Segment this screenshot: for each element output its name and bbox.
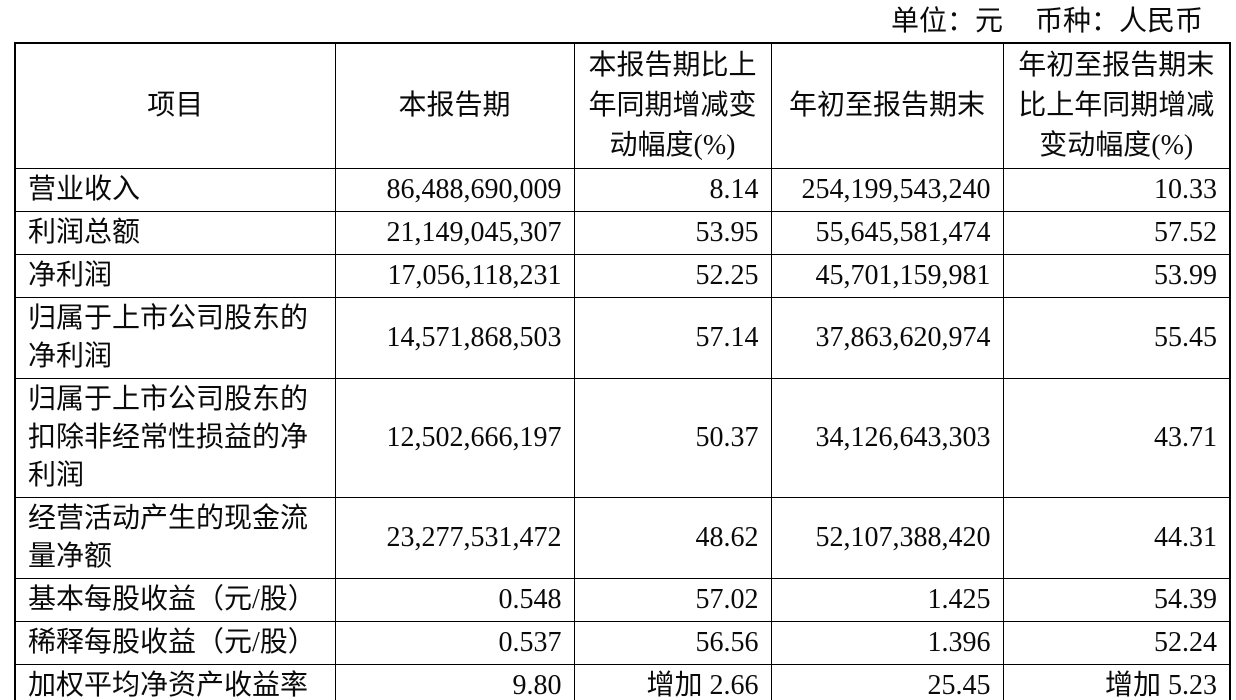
table-row: 营业收入 86,488,690,009 8.14 254,199,543,240… (14, 168, 1231, 212)
cell-current-period: 23,277,531,472 (334, 497, 575, 579)
table-row: 基本每股收益（元/股） 0.548 57.02 1.425 54.39 (14, 578, 1231, 622)
cell-current-period-change: 56.56 (573, 621, 772, 665)
table-row: 加权平均净资产收益率 9.80 增加 2.66 25.45 增加 5.23 (14, 664, 1231, 700)
financial-summary-table: 项目 本报告期 本报告期比上 年同期增减变 动幅度(%) 年初至报告期末 年初至… (14, 42, 1231, 700)
table-row: 归属于上市公司股东的净利润 14,571,868,503 57.14 37,86… (14, 297, 1231, 379)
cell-ytd: 1.396 (770, 621, 1004, 665)
cell-item: 营业收入 (14, 168, 336, 212)
cell-item: 经营活动产生的现金流量净额 (14, 497, 336, 579)
cell-item: 净利润 (14, 254, 336, 298)
cell-current-period-change: 57.14 (573, 297, 772, 379)
cell-ytd-change: 44.31 (1002, 497, 1231, 579)
cell-ytd-change: 55.45 (1002, 297, 1231, 379)
cell-current-period: 12,502,666,197 (334, 378, 575, 498)
currency-label: 币种：人民币 (1034, 6, 1203, 37)
cell-current-period-change: 48.62 (573, 497, 772, 579)
cell-ytd: 25.45 (770, 664, 1004, 700)
table-row: 稀释每股收益（元/股） 0.537 56.56 1.396 52.24 (14, 621, 1231, 665)
cell-ytd-change: 54.39 (1002, 578, 1231, 622)
cell-current-period-change: 57.02 (573, 578, 772, 622)
cell-ytd-change: 增加 5.23 (1002, 664, 1231, 700)
cell-item: 归属于上市公司股东的净利润 (14, 297, 336, 379)
col-header-ytd: 年初至报告期末 (770, 42, 1004, 169)
cell-ytd: 1.425 (770, 578, 1004, 622)
cell-current-period-change: 52.25 (573, 254, 772, 298)
col-header-current-period-change: 本报告期比上 年同期增减变 动幅度(%) (573, 42, 772, 169)
header-row: 项目 本报告期 本报告期比上 年同期增减变 动幅度(%) 年初至报告期末 年初至… (14, 42, 1231, 169)
cell-current-period-change: 8.14 (573, 168, 772, 212)
cell-current-period: 0.548 (334, 578, 575, 622)
cell-item: 利润总额 (14, 211, 336, 255)
cell-ytd: 52,107,388,420 (770, 497, 1004, 579)
col-header-current-period: 本报告期 (334, 42, 575, 169)
cell-current-period: 86,488,690,009 (334, 168, 575, 212)
cell-item: 基本每股收益（元/股） (14, 578, 336, 622)
cell-ytd-change: 57.52 (1002, 211, 1231, 255)
cell-current-period: 0.537 (334, 621, 575, 665)
cell-ytd-change: 10.33 (1002, 168, 1231, 212)
unit-label: 单位：元 (890, 6, 1003, 37)
cell-current-period: 17,056,118,231 (334, 254, 575, 298)
table-row: 利润总额 21,149,045,307 53.95 55,645,581,474… (14, 211, 1231, 255)
cell-current-period-change: 53.95 (573, 211, 772, 255)
cell-ytd-change: 43.71 (1002, 378, 1231, 498)
cell-ytd: 55,645,581,474 (770, 211, 1004, 255)
cell-ytd: 45,701,159,981 (770, 254, 1004, 298)
cell-ytd: 254,199,543,240 (770, 168, 1004, 212)
col-header-ytd-change: 年初至报告期末 比上年同期增减 变动幅度(%) (1002, 42, 1231, 169)
table-meta-line: 单位：元 币种：人民币 (14, 6, 1229, 38)
cell-ytd: 37,863,620,974 (770, 297, 1004, 379)
cell-item: 稀释每股收益（元/股） (14, 621, 336, 665)
cell-item: 归属于上市公司股东的扣除非经常性损益的净利润 (14, 378, 336, 498)
table-row: 经营活动产生的现金流量净额 23,277,531,472 48.62 52,10… (14, 497, 1231, 579)
cell-ytd-change: 52.24 (1002, 621, 1231, 665)
cell-current-period-change: 增加 2.66 (573, 664, 772, 700)
table-row: 归属于上市公司股东的扣除非经常性损益的净利润 12,502,666,197 50… (14, 378, 1231, 498)
cell-current-period: 21,149,045,307 (334, 211, 575, 255)
cell-item: 加权平均净资产收益率 (14, 664, 336, 700)
cell-current-period: 9.80 (334, 664, 575, 700)
cell-current-period-change: 50.37 (573, 378, 772, 498)
cell-ytd: 34,126,643,303 (770, 378, 1004, 498)
cell-current-period: 14,571,868,503 (334, 297, 575, 379)
table-row: 净利润 17,056,118,231 52.25 45,701,159,981 … (14, 254, 1231, 298)
cell-ytd-change: 53.99 (1002, 254, 1231, 298)
col-header-item: 项目 (14, 42, 336, 169)
